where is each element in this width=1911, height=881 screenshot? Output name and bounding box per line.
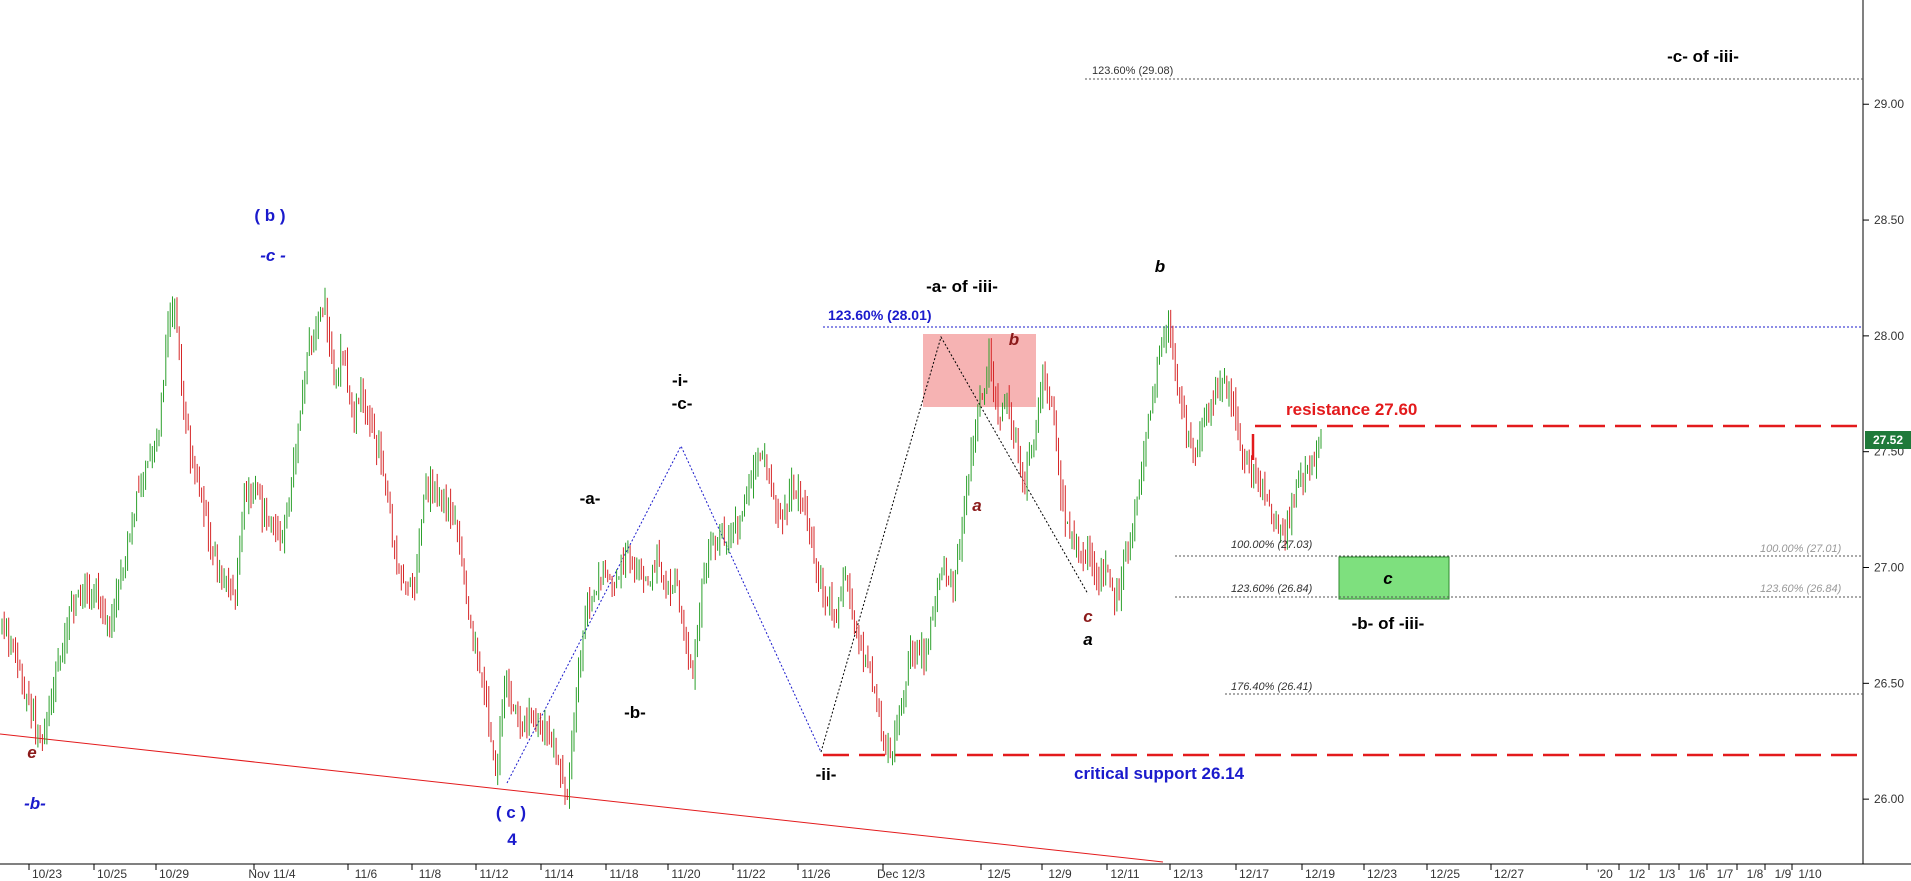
x-tick-label: Dec 12/3 — [877, 867, 925, 881]
wave-label-b-red: b — [1009, 330, 1019, 349]
wave-label-i-minus: -i- — [672, 371, 688, 390]
fib-label-29-08: 123.60% (29.08) — [1092, 65, 1173, 77]
fib-label-27-03: 100.00% (27.03) — [1231, 539, 1313, 551]
y-tick-label: 26.50 — [1874, 676, 1904, 690]
y-tick-label: 29.00 — [1874, 97, 1904, 111]
wave-label-a-minus: -a- — [580, 489, 601, 508]
x-tick-label: 1/6 — [1689, 867, 1706, 881]
x-tick-label: 12/27 — [1494, 867, 1524, 881]
wave-label-4: 4 — [507, 830, 517, 849]
y-tick-label: 27.00 — [1874, 561, 1904, 575]
wave-b-target-box — [1338, 556, 1450, 600]
x-axis-ticks: 10/23 10/25 10/29 Nov 11/4 11/6 11/8 11/12 11/1… — [28, 864, 1822, 881]
x-tick-label: 12/23 — [1367, 867, 1397, 881]
x-tick-label: 1/8 — [1747, 867, 1764, 881]
price-candles — [1, 287, 1322, 809]
wave-label-c-blue: -c - — [260, 246, 286, 265]
wave-label-b-blue: -b- — [24, 794, 46, 813]
wave-label-ii-minus: -ii- — [816, 765, 837, 784]
y-tick-label: 26.00 — [1874, 792, 1904, 806]
resistance-line — [1251, 424, 1863, 460]
fib-label-27-01: 100.00% (27.01) — [1760, 543, 1842, 555]
x-tick-label: 1/2 — [1629, 867, 1646, 881]
wave-label-c-box: c — [1383, 569, 1393, 588]
x-tick-label: 10/25 — [97, 867, 127, 881]
fib-label-26-41: 176.40% (26.41) — [1231, 681, 1313, 693]
last-price-text: 27.52 — [1873, 433, 1903, 447]
x-tick-label: 1/3 — [1659, 867, 1676, 881]
x-tick-label: 11/20 — [671, 867, 700, 881]
x-tick-label: 12/9 — [1048, 867, 1072, 881]
wave-label-b-of-iii: -b- of -iii- — [1352, 614, 1425, 633]
y-tick-label: 28.50 — [1874, 213, 1904, 227]
x-tick-label: 10/29 — [159, 867, 189, 881]
wave-label-b-black: b — [1155, 257, 1165, 276]
x-tick-label: 11/12 — [479, 867, 508, 881]
x-tick-label: 12/5 — [987, 867, 1011, 881]
x-tick-label: 11/18 — [609, 867, 638, 881]
x-tick-label: 11/26 — [801, 867, 830, 881]
fib-label-26-84b: 123.60% (26.84) — [1760, 583, 1842, 595]
last-price-badge — [1865, 431, 1911, 449]
x-tick-label: 1/7 — [1717, 867, 1734, 881]
fib-label-28-01: 123.60% (28.01) — [828, 307, 932, 323]
wave-label-a-red: a — [972, 496, 981, 515]
x-tick-label: '20 — [1597, 867, 1613, 881]
wave-label-b-minus: -b- — [624, 703, 646, 722]
y-tick-label: 28.00 — [1874, 329, 1904, 343]
x-tick-label: 12/19 — [1305, 867, 1335, 881]
wave-label-a-black: a — [1083, 630, 1092, 649]
wave-label-c-minus: -c- — [672, 394, 693, 413]
wave-label-b-paren: ( b ) — [254, 206, 285, 225]
wave-label-c-paren: ( c ) — [496, 803, 526, 822]
horizontal-levels — [0, 78, 1863, 863]
x-tick-label: 12/17 — [1239, 867, 1269, 881]
x-tick-label: 12/11 — [1110, 867, 1139, 881]
fib-label-26-84a: 123.60% (26.84) — [1231, 583, 1313, 595]
wave-label-a-of-iii: -a- of -iii- — [926, 277, 998, 296]
x-tick-label: 11/8 — [419, 867, 442, 881]
black-dotted-wave-path — [820, 335, 1089, 753]
wave-label-e: e — [27, 743, 36, 762]
x-tick-label: Nov 11/4 — [248, 867, 295, 881]
x-tick-label: 10/23 — [32, 867, 62, 881]
resistance-label: resistance 27.60 — [1286, 400, 1417, 419]
x-tick-label: 12/25 — [1430, 867, 1460, 881]
wave-label-c-red: c — [1083, 607, 1093, 626]
support-label: critical support 26.14 — [1074, 764, 1245, 783]
x-tick-label: 11/6 — [355, 867, 378, 881]
x-tick-label: 1/10 — [1798, 867, 1822, 881]
x-tick-label: 1/9 — [1775, 867, 1792, 881]
x-tick-label: 11/22 — [736, 867, 765, 881]
trendline — [0, 733, 1164, 863]
x-tick-label: 11/14 — [544, 867, 573, 881]
x-tick-label: 12/13 — [1173, 867, 1203, 881]
wave-label-c-of-iii: -c- of -iii- — [1667, 47, 1739, 66]
